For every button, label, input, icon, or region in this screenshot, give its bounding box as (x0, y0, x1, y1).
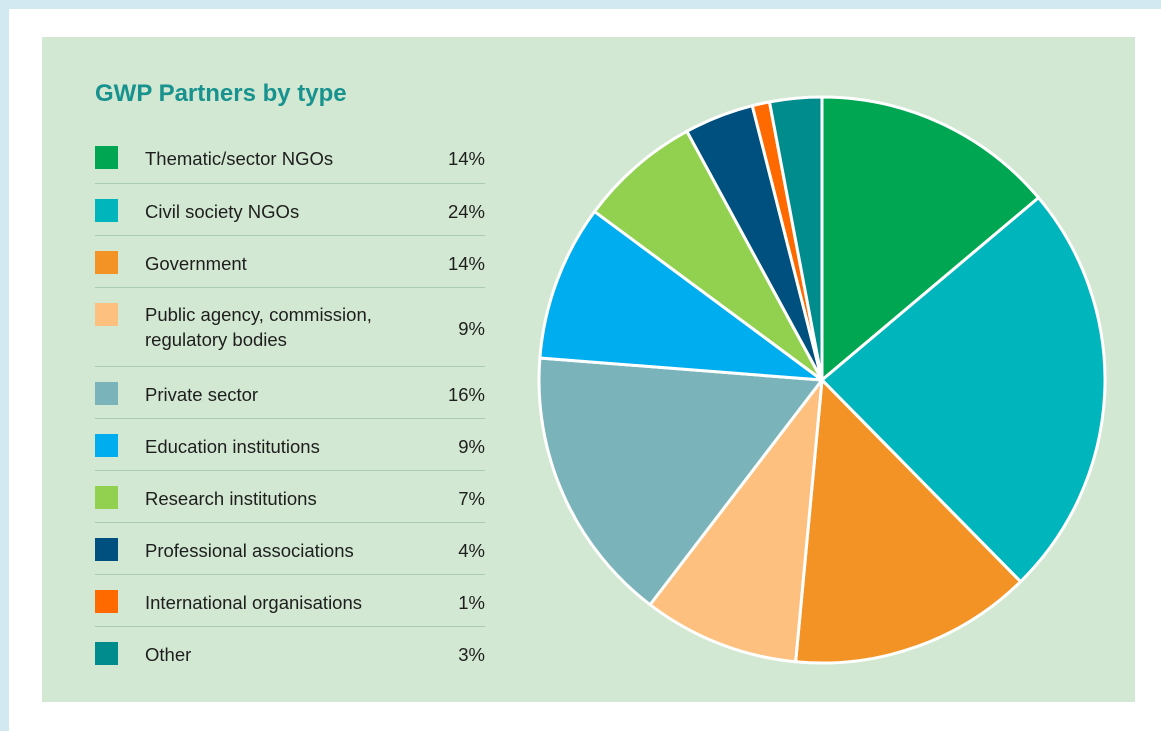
legend-item: Professional associations 4% (95, 523, 485, 575)
legend-label: Public agency, commission, regulatory bo… (145, 304, 372, 350)
legend-value: 14% (447, 148, 485, 169)
legend-item: Education institutions 9% (95, 419, 485, 471)
chart-title: GWP Partners by type (95, 80, 347, 107)
pie-slice-4 (648, 378, 824, 664)
legend-item: Government 14% (95, 236, 485, 288)
legend-item: Public agency, commission, regulatory bo… (95, 288, 485, 367)
legend-swatch (95, 382, 118, 405)
pie-slice-2 (820, 196, 1107, 584)
pie-slice-6 (538, 210, 824, 382)
legend-swatch (95, 642, 118, 665)
legend-label: Civil society NGOs (145, 201, 300, 222)
legend-value: 1% (458, 592, 485, 613)
legend-swatch (95, 303, 118, 326)
legend-label: Private sector (145, 384, 259, 405)
legend-item: International organisations 1% (95, 575, 485, 627)
legend-label: Education institutions (145, 436, 320, 457)
pie-slice-3 (794, 378, 1023, 665)
legend-item: Thematic/sector NGOs 14% (95, 140, 485, 184)
legend-label: Professional associations (145, 540, 354, 561)
legend-item: Private sector 16% (95, 367, 485, 419)
legend-value: 24% (447, 201, 485, 222)
legend-label: Government (145, 253, 247, 274)
legend-value: 4% (458, 540, 485, 561)
legend-item: Civil society NGOs 24% (95, 184, 485, 236)
legend-swatch (95, 434, 118, 457)
legend-swatch (95, 486, 118, 509)
pie-slice-10 (767, 95, 824, 382)
legend-label: Thematic/sector NGOs (145, 148, 334, 169)
legend-label: International organisations (145, 592, 363, 613)
legend-swatch (95, 251, 118, 274)
legend-swatch (95, 590, 118, 613)
legend-value: 3% (458, 644, 485, 665)
legend-value: 7% (458, 488, 485, 509)
legend-value: 9% (458, 436, 485, 457)
legend-swatch (95, 146, 118, 169)
legend-label: Research institutions (145, 488, 317, 509)
pie-slice-7 (593, 129, 824, 382)
legend-value: 9% (458, 318, 485, 339)
legend-label: Other (145, 644, 192, 665)
pie-slice-1 (820, 95, 1040, 382)
legend-value: 16% (447, 384, 485, 405)
legend-value: 14% (447, 253, 485, 274)
pie-slice-5 (537, 356, 824, 607)
legend-item: Research institutions 7% (95, 471, 485, 523)
legend-item: Other 3% (95, 627, 485, 679)
legend-swatch (95, 199, 118, 222)
legend-swatch (95, 538, 118, 561)
